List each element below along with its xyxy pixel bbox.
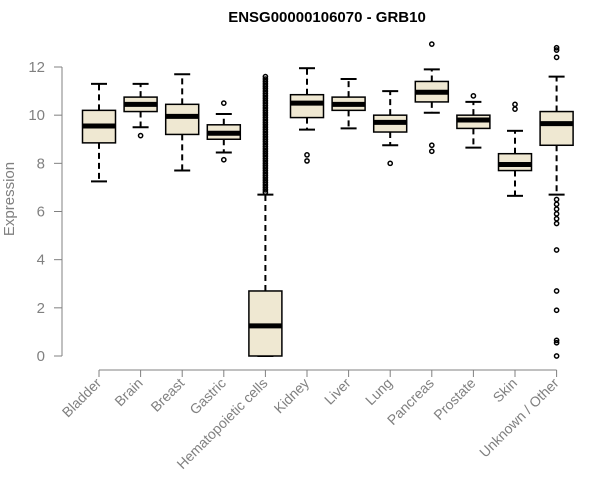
outlier-point <box>428 142 435 149</box>
x-category-label: Bladder <box>59 375 105 421</box>
outlier-point <box>262 76 269 82</box>
chart-title: ENSG00000106070 - GRB10 <box>228 9 426 26</box>
box-gastric <box>206 100 242 163</box>
outlier-point <box>137 132 144 139</box>
box-brain <box>123 82 158 139</box>
x-category-label: Skin <box>490 375 521 406</box>
outlier-point <box>553 206 560 212</box>
outlier-point <box>553 54 560 61</box>
y-tick-label: 8 <box>37 155 45 172</box>
x-category-label: Unknown / Other <box>476 375 562 461</box>
box-liver <box>331 78 366 130</box>
iqr-box <box>164 103 200 136</box>
outlier-point <box>553 353 560 359</box>
box-breast <box>164 73 200 172</box>
outlier-point <box>553 220 560 227</box>
box-kidney <box>289 67 325 164</box>
outlier-point <box>553 44 560 51</box>
box-series <box>81 41 574 359</box>
y-tick-label: 6 <box>37 204 45 221</box>
outlier-point <box>553 339 560 346</box>
x-category-label: Kidney <box>271 375 313 417</box>
y-tick-label: 2 <box>37 300 45 317</box>
outlier-point <box>553 215 560 222</box>
outlier-point <box>553 47 560 53</box>
y-axis-label: Expression <box>1 162 18 236</box>
outlier-point <box>470 93 477 99</box>
box-skin <box>497 101 533 197</box>
y-tick-label: 4 <box>37 252 45 269</box>
outlier-point <box>553 337 560 344</box>
x-category-label: Liver <box>321 375 354 408</box>
outlier-point <box>512 106 518 112</box>
box-pancreas <box>414 41 450 155</box>
iqr-box <box>289 93 325 119</box>
box-bladder <box>81 82 117 183</box>
outlier-point <box>428 41 435 47</box>
outlier-point <box>262 73 269 80</box>
box-hematopoietic-cells <box>248 73 283 357</box>
outlier-point <box>553 201 560 208</box>
box-prostate <box>456 93 491 149</box>
outlier-point <box>553 288 560 294</box>
x-category-label: Brain <box>111 375 145 409</box>
outlier-point <box>304 152 310 158</box>
outlier-point <box>220 156 227 163</box>
outlier-point <box>553 247 560 253</box>
outlier-point <box>553 307 560 314</box>
y-axis-ticks: 0 2 4 6 8 10 12 <box>28 59 62 365</box>
y-tick-label: 12 <box>28 59 45 76</box>
outlier-point <box>304 158 310 164</box>
box-lung <box>372 90 408 167</box>
y-tick-label: 10 <box>28 107 45 124</box>
outlier-point <box>553 196 560 203</box>
x-category-label: Breast <box>147 375 187 415</box>
iqr-box <box>539 110 574 147</box>
outlier-point <box>220 100 227 106</box>
y-axis: 0 2 4 6 8 10 12 <box>28 59 63 365</box>
x-category-label: Prostate <box>430 375 478 423</box>
outlier-point <box>428 148 435 155</box>
y-tick-label: 0 <box>37 348 45 365</box>
outlier-point <box>387 160 394 167</box>
x-category-label: Lung <box>362 375 395 408</box>
outlier-point <box>553 211 560 217</box>
outlier-point <box>512 101 518 108</box>
box-unknown-other <box>539 44 574 359</box>
